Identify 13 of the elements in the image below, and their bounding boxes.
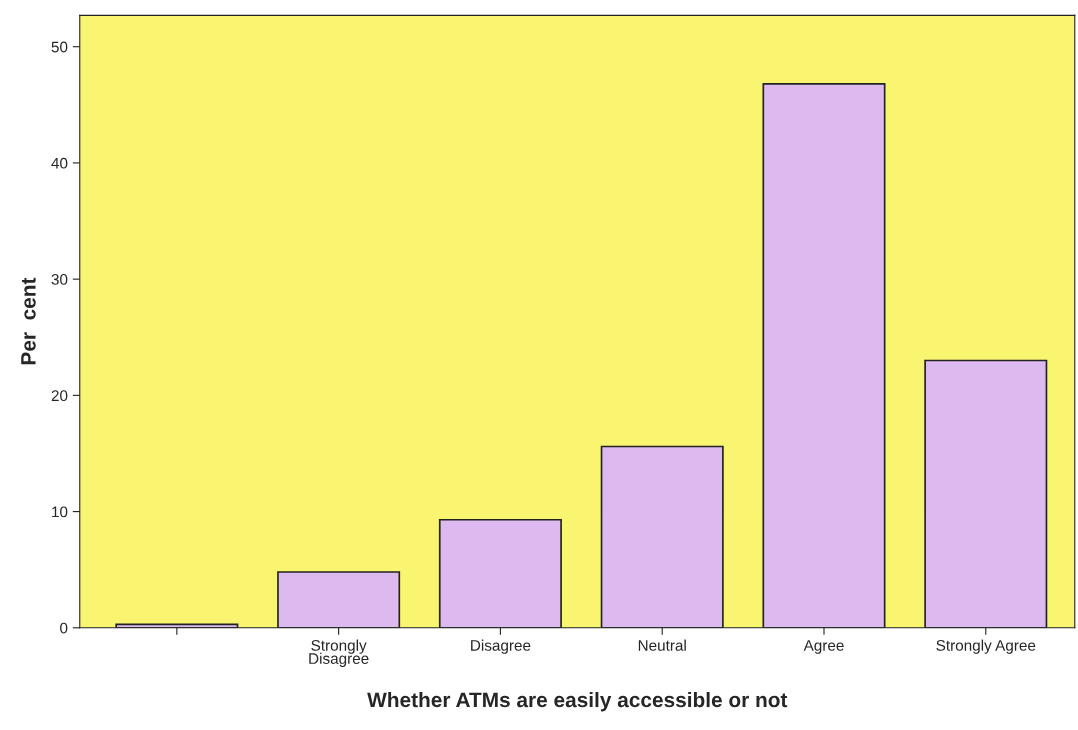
y-axis-title: Per cent (21, 277, 36, 365)
x-tick-label: Strongly Disagree (309, 639, 369, 667)
y-tick-label: 10 (52, 506, 68, 518)
y-tick-label: 40 (51, 157, 68, 169)
x-axis-title: Whether ATMs are easily accessible or not (367, 691, 788, 712)
y-tick-label: 30 (51, 274, 68, 285)
y-tick-label: 50 (51, 41, 68, 53)
y-tick-label: 0 (60, 622, 68, 634)
x-tick-label: Strongly Agree (936, 639, 1036, 654)
x-tick-label: Disagree (471, 639, 531, 654)
y-tick-label: 20 (51, 390, 68, 402)
x-tick-label: Neutral (638, 639, 686, 651)
x-tick-label: Agree (803, 640, 844, 654)
